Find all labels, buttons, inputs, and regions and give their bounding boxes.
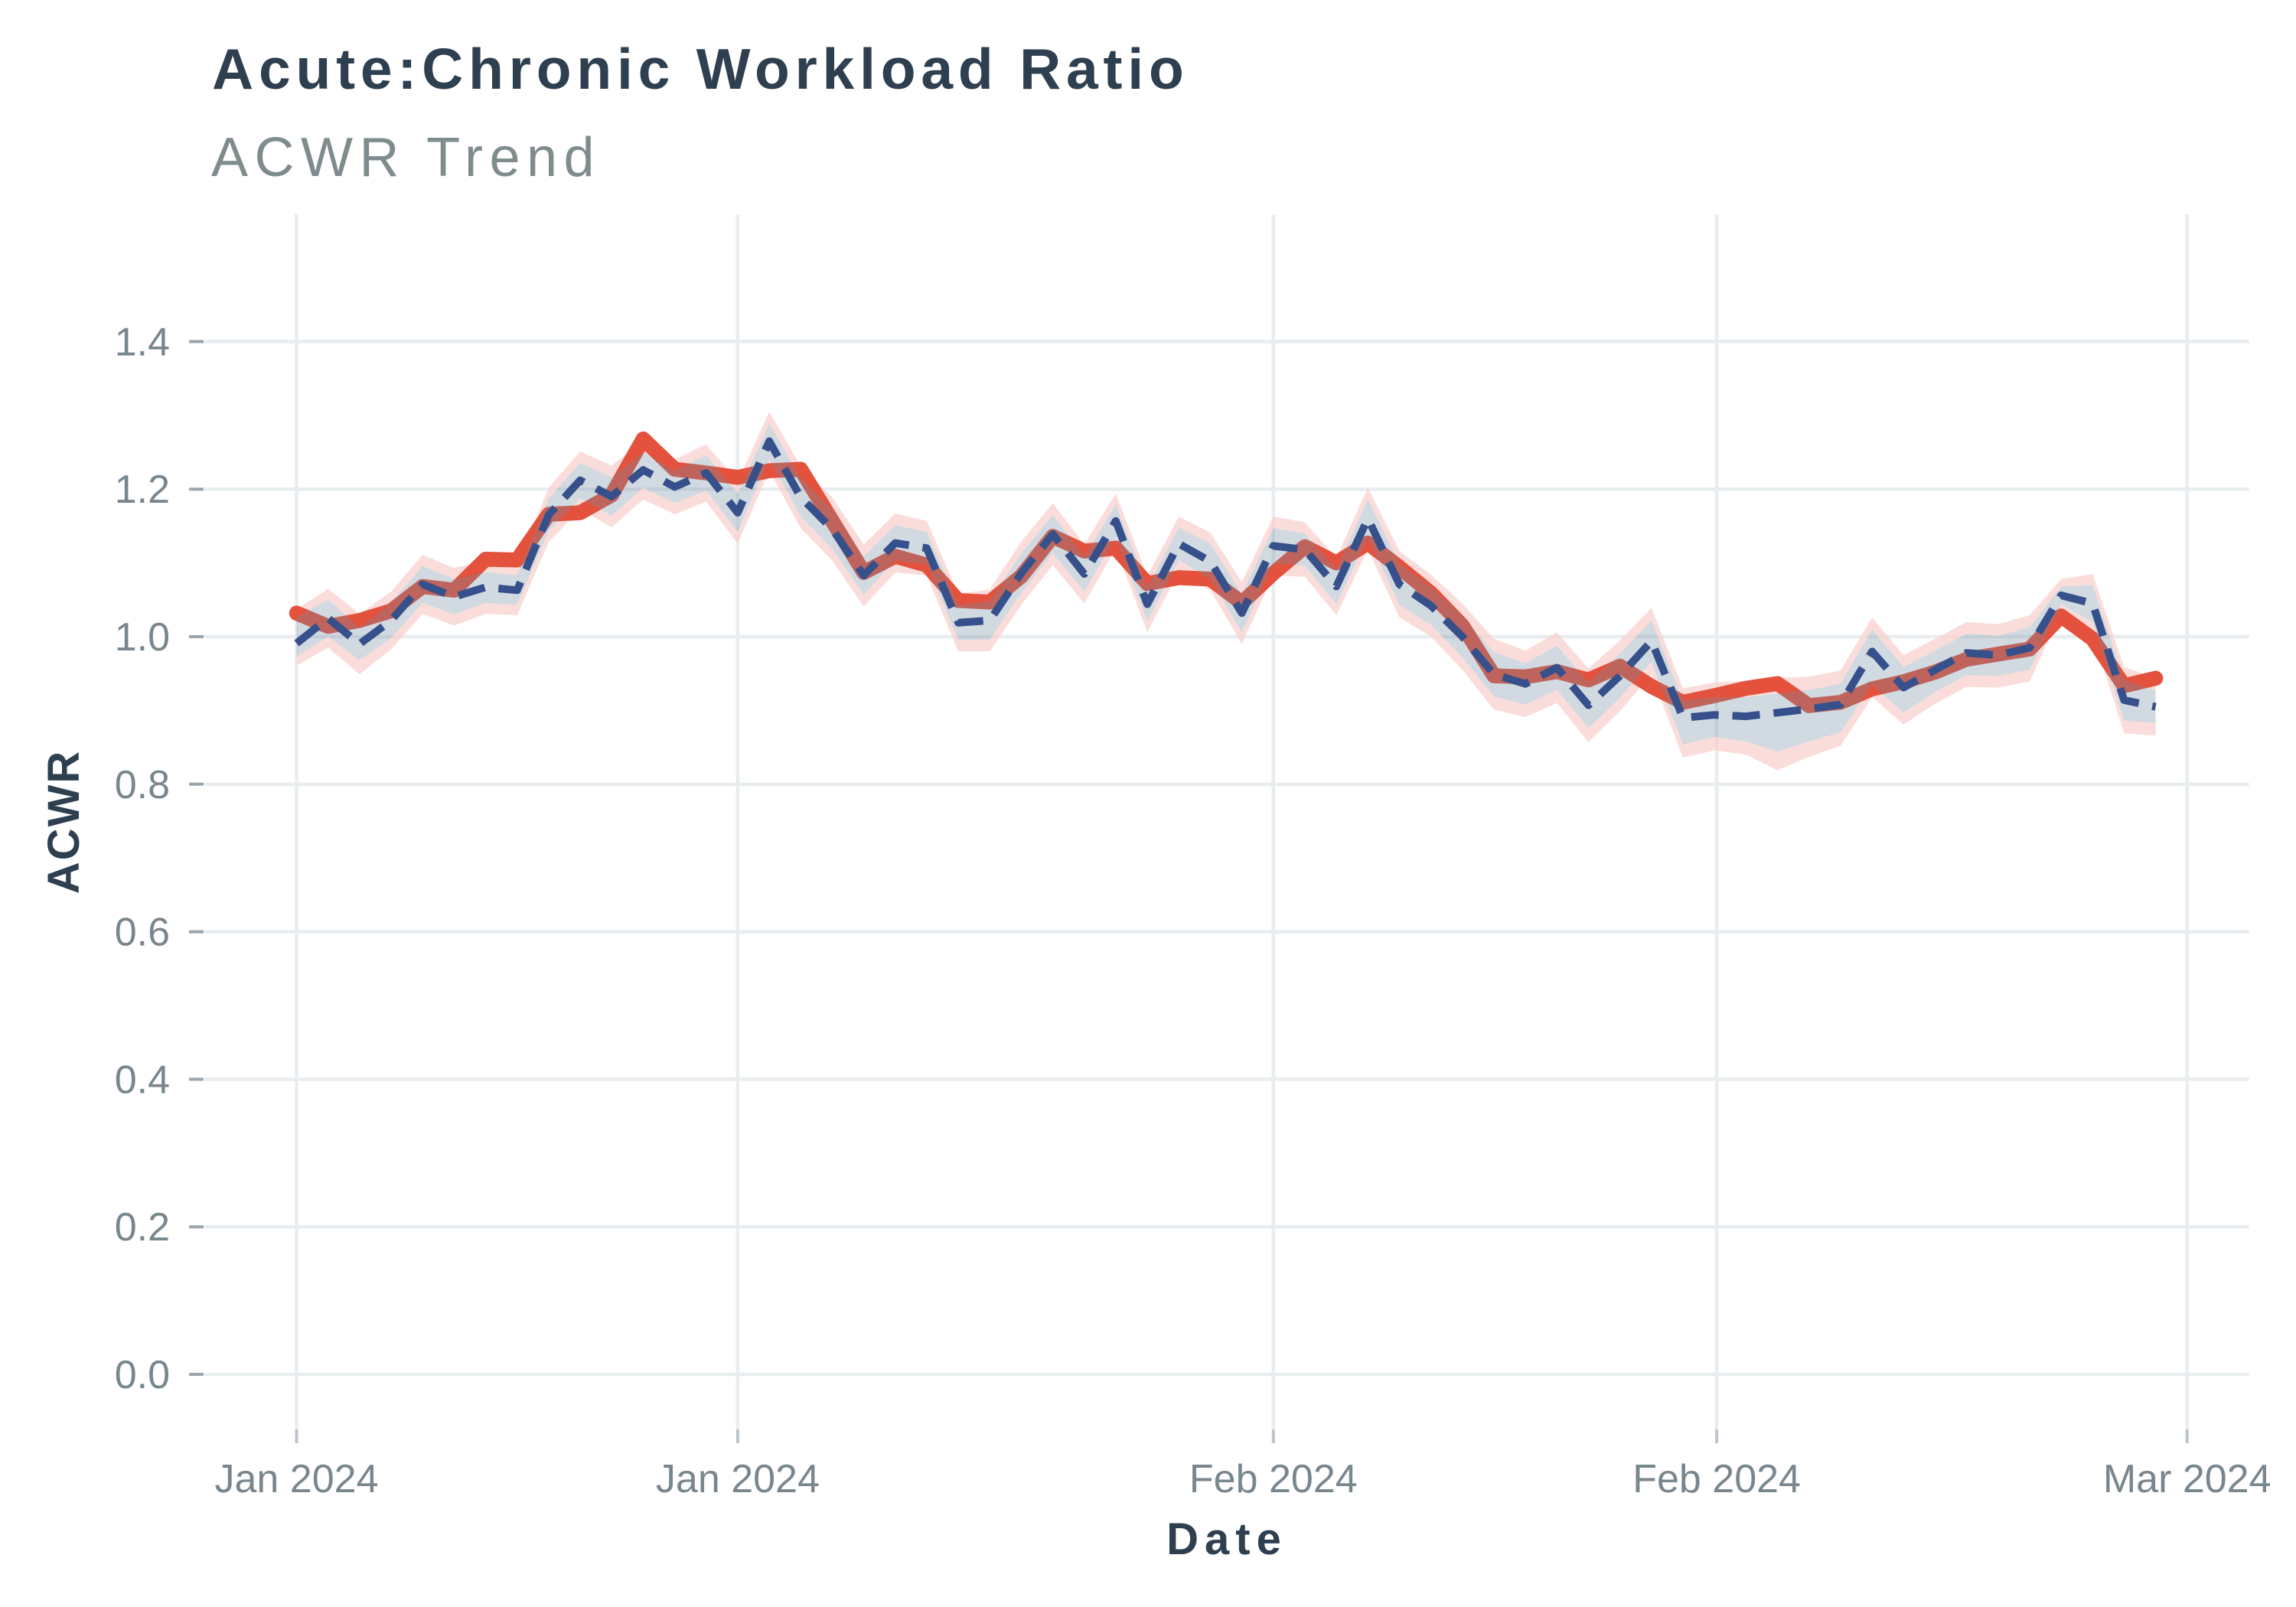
svg-text:0.6: 0.6 bbox=[115, 911, 170, 955]
svg-text:ACWR: ACWR bbox=[39, 750, 89, 894]
svg-text:0.8: 0.8 bbox=[115, 763, 170, 807]
svg-text:1.4: 1.4 bbox=[115, 320, 170, 364]
svg-text:0.2: 0.2 bbox=[115, 1205, 170, 1250]
svg-text:Acute:Chronic Workload Ratio: Acute:Chronic Workload Ratio bbox=[212, 37, 1189, 101]
svg-text:ACWR Trend: ACWR Trend bbox=[211, 127, 601, 188]
svg-text:Feb 2024: Feb 2024 bbox=[1632, 1457, 1801, 1501]
svg-text:1.0: 1.0 bbox=[115, 615, 170, 660]
svg-text:0.0: 0.0 bbox=[115, 1353, 170, 1397]
svg-text:0.4: 0.4 bbox=[115, 1058, 170, 1102]
svg-text:Date: Date bbox=[1166, 1514, 1287, 1564]
svg-text:1.2: 1.2 bbox=[115, 468, 170, 512]
svg-text:Feb 2024: Feb 2024 bbox=[1189, 1457, 1358, 1501]
svg-text:Jan 2024: Jan 2024 bbox=[656, 1457, 820, 1501]
svg-text:Mar 2024: Mar 2024 bbox=[2103, 1457, 2272, 1501]
svg-text:Jan 2024: Jan 2024 bbox=[215, 1457, 379, 1501]
